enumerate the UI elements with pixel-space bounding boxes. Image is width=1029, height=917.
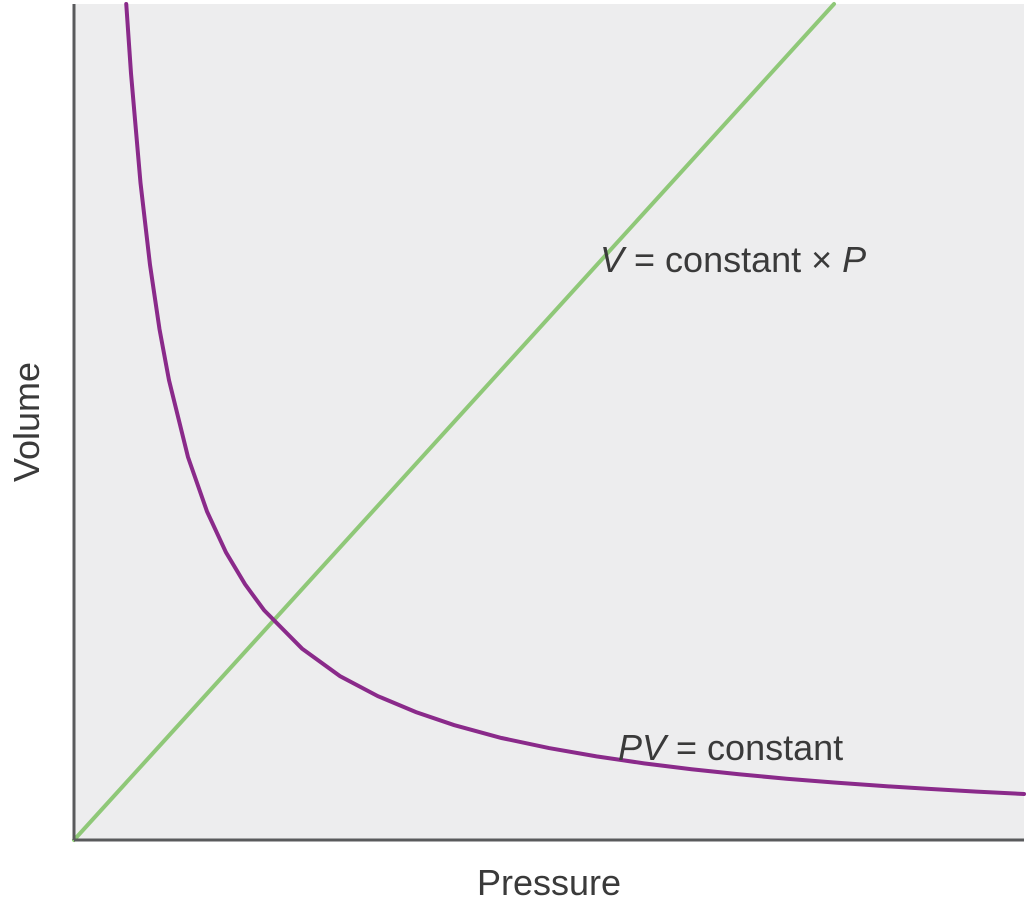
- hyperbola-series-label: PV = constant: [618, 727, 843, 768]
- chart-container: Pressure Volume V = constant × P PV = co…: [0, 0, 1029, 917]
- y-axis-label: Volume: [6, 362, 47, 482]
- x-axis-label: Pressure: [477, 862, 621, 903]
- pressure-volume-chart: Pressure Volume V = constant × P PV = co…: [0, 0, 1029, 917]
- plot-background: [74, 4, 1024, 840]
- linear-series-label: V = constant × P: [600, 239, 866, 280]
